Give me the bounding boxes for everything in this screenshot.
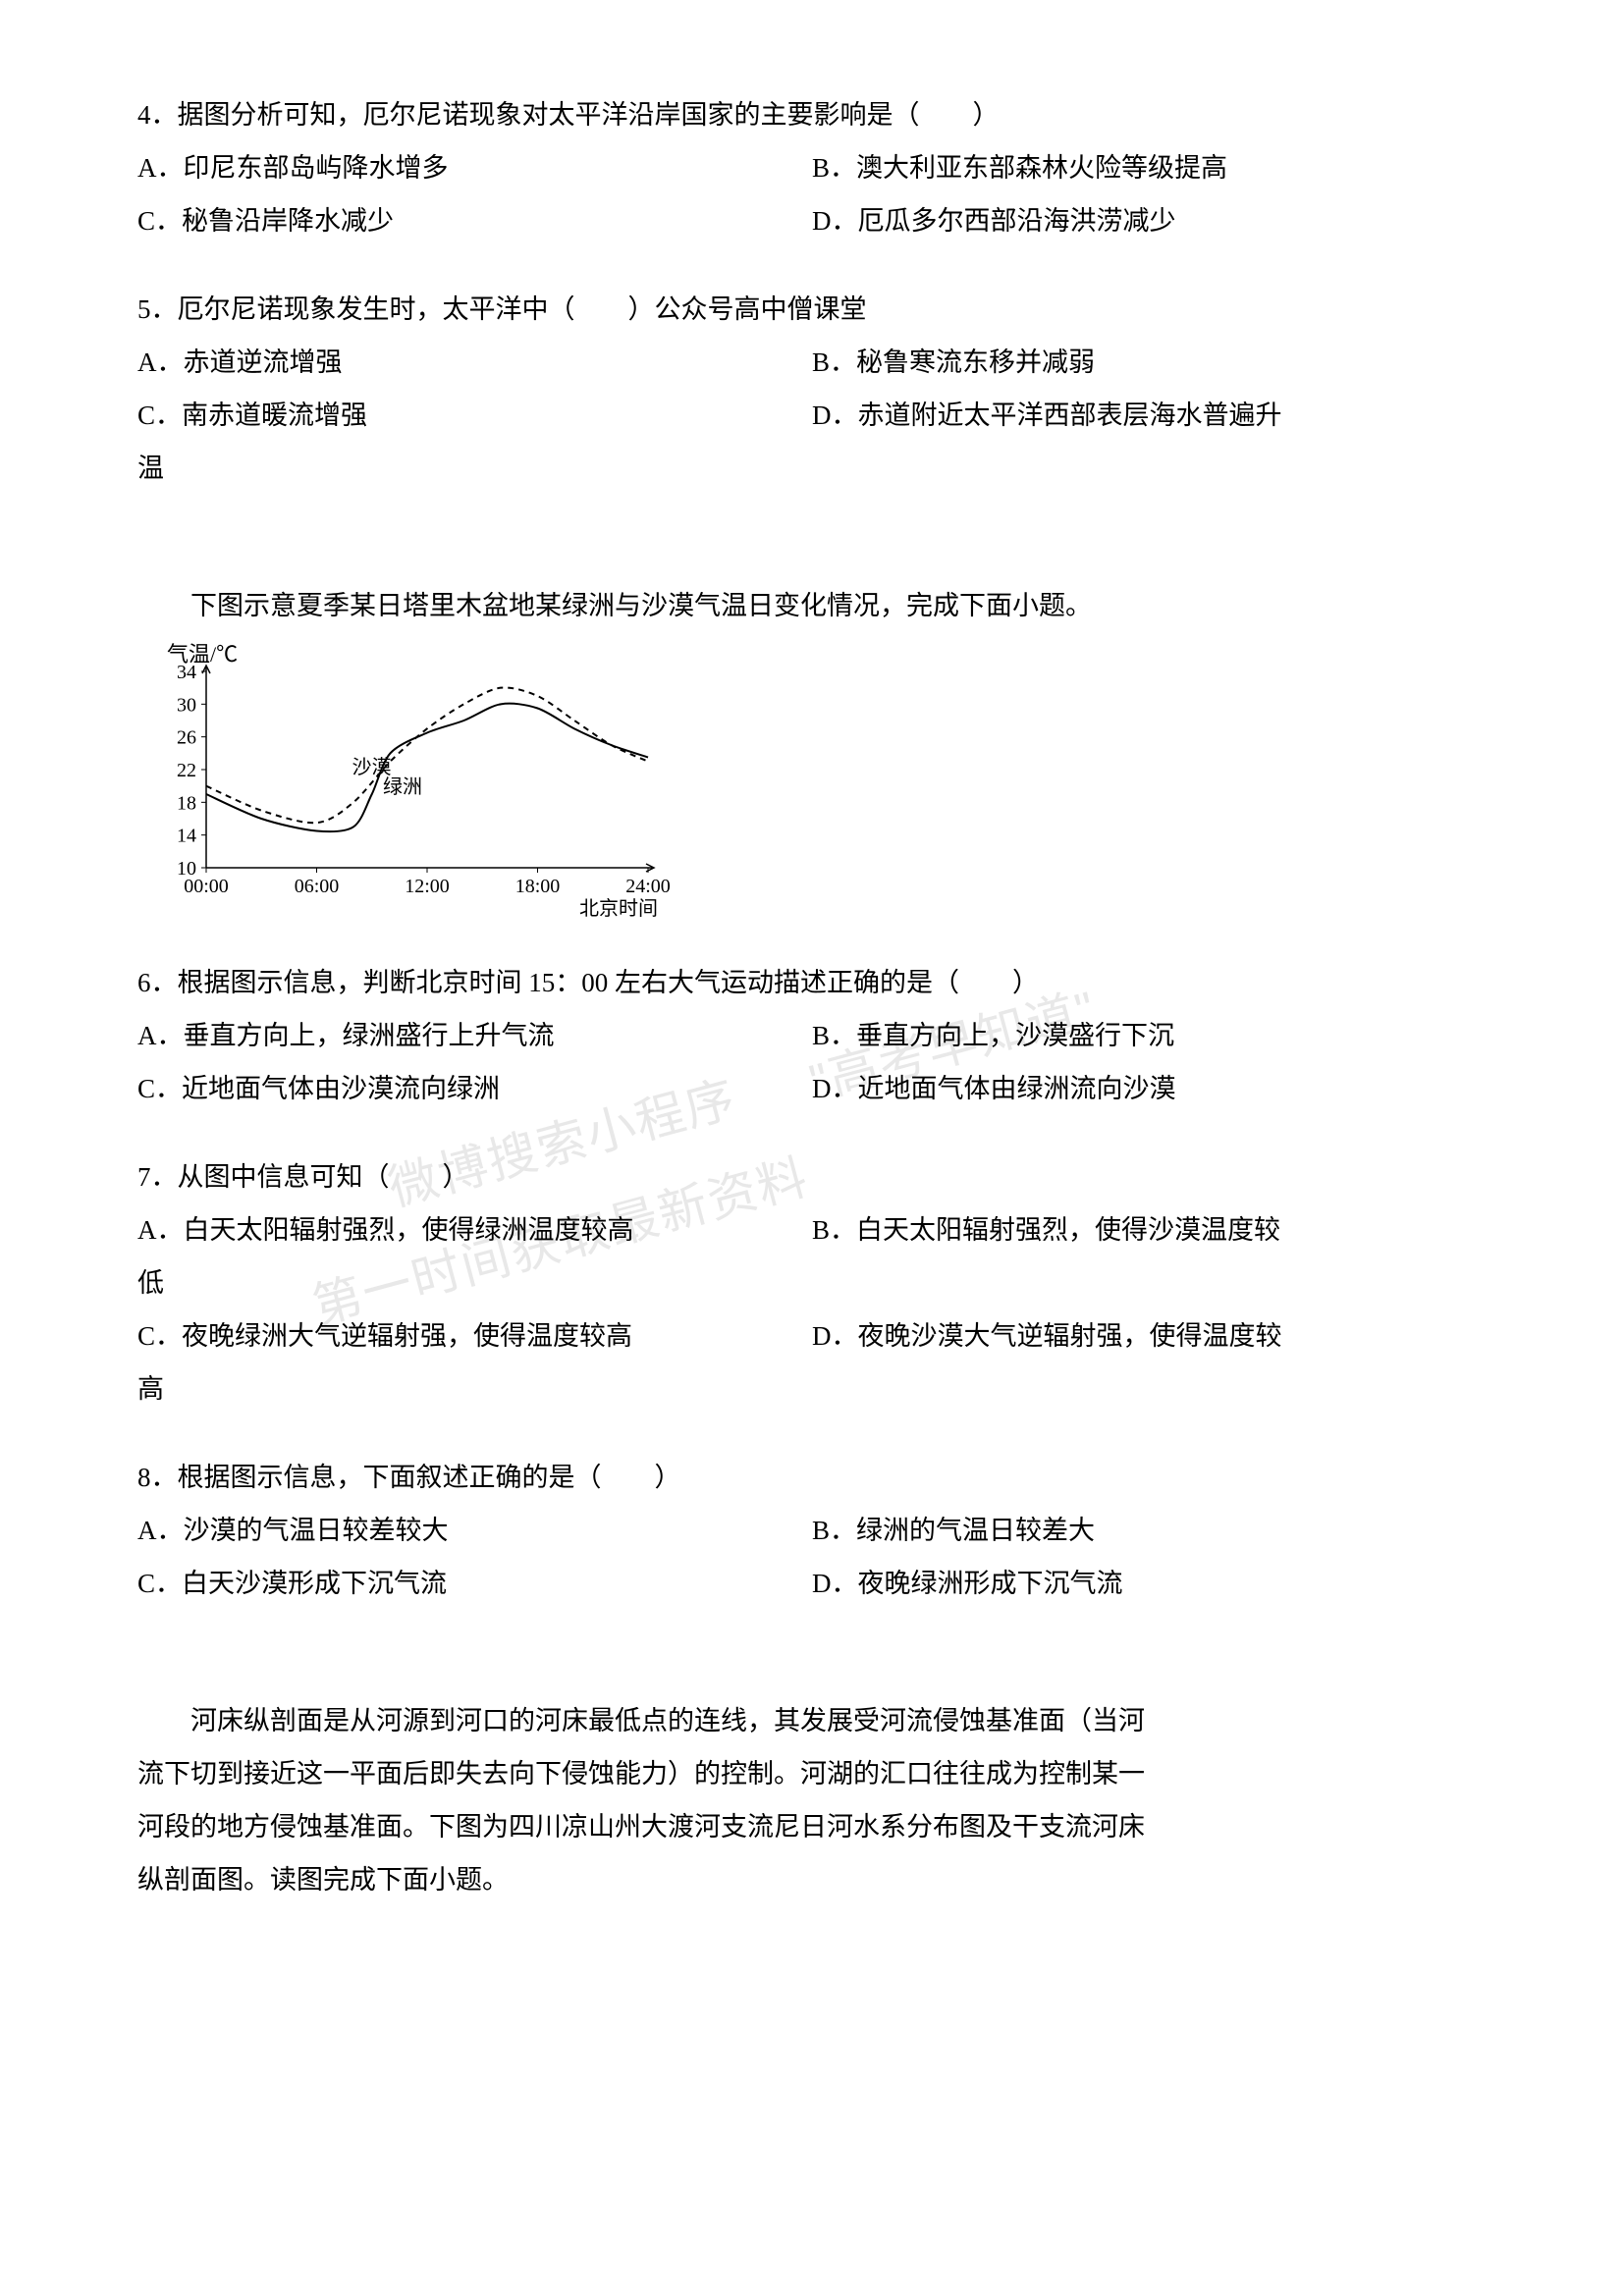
intro2-line1: 河床纵剖面是从河源到河口的河床最低点的连线，其发展受河流侵蚀基准面（当河: [137, 1694, 1487, 1747]
question-7-option-c: C．夜晚绿洲大气逆辐射强，使得温度较高: [137, 1309, 812, 1362]
question-5-option-c: C．南赤道暖流增强: [137, 389, 812, 442]
question-6-option-c: C．近地面气体由沙漠流向绿洲: [137, 1062, 812, 1115]
question-6: 6．根据图示信息，判断北京时间 15：00 左右大气运动描述正确的是（ ） A．…: [137, 956, 1487, 1115]
question-5-option-b: B．秘鲁寒流东移并减弱: [812, 336, 1487, 389]
svg-text:18:00: 18:00: [515, 876, 561, 897]
svg-text:06:00: 06:00: [295, 876, 340, 897]
question-5-option-d-cont: 温: [137, 442, 1487, 495]
passage-intro-2: 河床纵剖面是从河源到河口的河床最低点的连线，其发展受河流侵蚀基准面（当河 流下切…: [137, 1694, 1487, 1906]
question-8-option-d: D．夜晚绿洲形成下沉气流: [812, 1557, 1487, 1610]
question-8: 8．根据图示信息，下面叙述正确的是（ ） A．沙漠的气温日较差较大 B．绿洲的气…: [137, 1451, 1487, 1610]
question-5-option-a: A．赤道逆流增强: [137, 336, 812, 389]
question-4-option-b: B．澳大利亚东部森林火险等级提高: [812, 141, 1487, 194]
svg-text:绿洲: 绿洲: [383, 775, 422, 798]
svg-text:26: 26: [177, 727, 196, 749]
svg-text:24:00: 24:00: [625, 876, 671, 897]
question-8-stem: 8．根据图示信息，下面叙述正确的是（ ）: [137, 1451, 1487, 1504]
intro2-line2: 流下切到接近这一平面后即失去向下侵蚀能力）的控制。河湖的汇口往往成为控制某一: [137, 1747, 1487, 1800]
intro2-line4: 纵剖面图。读图完成下面小题。: [137, 1853, 1487, 1906]
question-4-option-c: C．秘鲁沿岸降水减少: [137, 194, 812, 247]
svg-text:北京时间: 北京时间: [579, 897, 658, 920]
question-6-option-d: D．近地面气体由绿洲流向沙漠: [812, 1062, 1487, 1115]
svg-text:14: 14: [177, 826, 196, 847]
question-8-option-a: A．沙漠的气温日较差较大: [137, 1504, 812, 1557]
question-4-option-a: A．印尼东部岛屿降水增多: [137, 141, 812, 194]
question-6-option-b: B．垂直方向上，沙漠盛行下沉: [812, 1009, 1487, 1062]
svg-text:22: 22: [177, 760, 196, 781]
question-6-option-a: A．垂直方向上，绿洲盛行上升气流: [137, 1009, 812, 1062]
question-7-option-d: D．夜晚沙漠大气逆辐射强，使得温度较: [812, 1309, 1487, 1362]
svg-text:00:00: 00:00: [184, 876, 229, 897]
question-7-option-b: B．白天太阳辐射强烈，使得沙漠温度较: [812, 1203, 1487, 1256]
svg-text:12:00: 12:00: [405, 876, 450, 897]
question-4: 4．据图分析可知，厄尔尼诺现象对太平洋沿岸国家的主要影响是（ ） A．印尼东部岛…: [137, 88, 1487, 247]
question-5-stem: 5．厄尔尼诺现象发生时，太平洋中（ ）公众号高中僧课堂: [137, 283, 1487, 336]
intro2-line3: 河段的地方侵蚀基准面。下图为四川凉山州大渡河支流尼日河水系分布图及干支流河床: [137, 1800, 1487, 1853]
question-5-option-d: D．赤道附近太平洋西部表层海水普遍升: [812, 389, 1487, 442]
question-4-stem: 4．据图分析可知，厄尔尼诺现象对太平洋沿岸国家的主要影响是（ ）: [137, 88, 1487, 141]
question-7-option-b-cont: 低: [137, 1256, 1487, 1309]
question-5: 5．厄尔尼诺现象发生时，太平洋中（ ）公众号高中僧课堂 A．赤道逆流增强 B．秘…: [137, 283, 1487, 495]
question-7-option-d-cont: 高: [137, 1362, 1487, 1415]
question-6-stem: 6．根据图示信息，判断北京时间 15：00 左右大气运动描述正确的是（ ）: [137, 956, 1487, 1009]
svg-text:30: 30: [177, 694, 196, 716]
svg-text:18: 18: [177, 792, 196, 814]
svg-text:34: 34: [177, 662, 196, 683]
question-8-option-b: B．绿洲的气温日较差大: [812, 1504, 1487, 1557]
chart-svg: 气温/℃1014182226303400:0006:0012:0018:0024…: [137, 642, 687, 936]
question-7: 7．从图中信息可知（ ） A．白天太阳辐射强烈，使得绿洲温度较高 B．白天太阳辐…: [137, 1150, 1487, 1415]
question-4-option-d: D．厄瓜多尔西部沿海洪涝减少: [812, 194, 1487, 247]
temperature-chart: 气温/℃1014182226303400:0006:0012:0018:0024…: [137, 642, 1487, 941]
question-8-option-c: C．白天沙漠形成下沉气流: [137, 1557, 812, 1610]
document-page: 4．据图分析可知，厄尔尼诺现象对太平洋沿岸国家的主要影响是（ ） A．印尼东部岛…: [0, 0, 1624, 2004]
question-7-stem: 7．从图中信息可知（ ）: [137, 1150, 1487, 1203]
chart-intro-text: 下图示意夏季某日塔里木盆地某绿洲与沙漠气温日变化情况，完成下面小题。: [137, 579, 1487, 632]
question-7-option-a: A．白天太阳辐射强烈，使得绿洲温度较高: [137, 1203, 812, 1256]
